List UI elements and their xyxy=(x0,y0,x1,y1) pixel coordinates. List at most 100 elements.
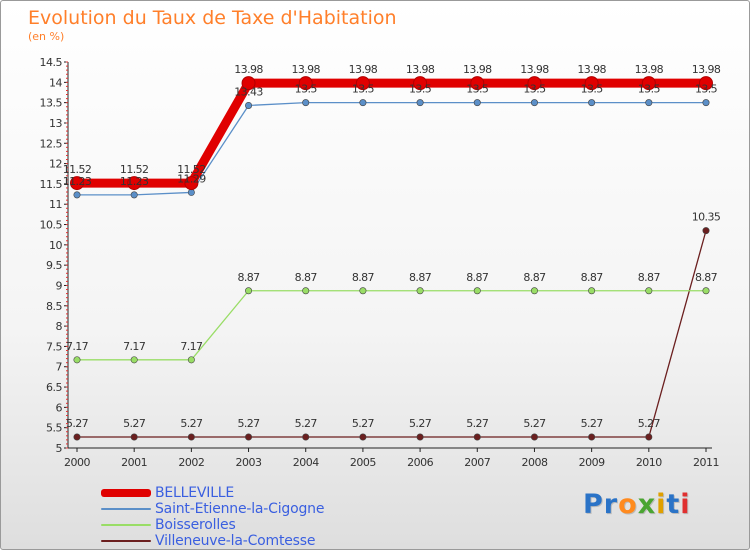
data-point xyxy=(187,356,195,364)
logo-letter: r xyxy=(603,489,619,520)
y-tick-label: 5 xyxy=(56,442,63,455)
x-tick-label: 2011 xyxy=(693,456,719,469)
logo-letter: P xyxy=(583,489,604,520)
y-tick-label: 12.5 xyxy=(40,137,63,150)
legend-swatch-belleville xyxy=(101,489,151,497)
series-line-2 xyxy=(76,290,707,361)
data-point xyxy=(298,76,313,91)
legend-item: Saint-Etienne-la-Cigogne xyxy=(101,501,324,517)
data-label: 13.98 xyxy=(577,63,606,76)
data-label: 5.27 xyxy=(237,417,260,430)
series-line-3 xyxy=(76,229,707,438)
x-tick-label: 2000 xyxy=(64,456,90,469)
data-point xyxy=(416,433,424,441)
logo-letter: i xyxy=(656,489,667,520)
data-label: 13.5 xyxy=(581,83,604,96)
data-point xyxy=(355,76,370,91)
data-label: 11.52 xyxy=(177,163,206,176)
data-label: 11.52 xyxy=(63,163,92,176)
data-point xyxy=(645,287,653,295)
data-label: 13.98 xyxy=(291,63,320,76)
data-label: 13.98 xyxy=(234,63,263,76)
data-label: 8.87 xyxy=(295,271,318,284)
data-label: 5.27 xyxy=(123,417,146,430)
data-point xyxy=(416,287,424,295)
chart-title: Evolution du Taux de Taxe d'Habitation xyxy=(28,7,397,29)
data-point xyxy=(302,287,310,295)
data-point xyxy=(641,76,656,91)
data-label: 13.5 xyxy=(466,83,489,96)
y-tick-label: 5.5 xyxy=(46,422,62,435)
data-label: 11.29 xyxy=(177,172,206,185)
data-label: 13.98 xyxy=(349,63,378,76)
data-point xyxy=(702,287,710,295)
logo-letter: t xyxy=(666,489,681,520)
data-point xyxy=(588,99,596,107)
data-point xyxy=(530,99,538,107)
data-label: 5.27 xyxy=(581,417,604,430)
data-label: 10.35 xyxy=(692,211,721,224)
data-point xyxy=(702,99,710,107)
chart-unit: (en %) xyxy=(28,30,65,43)
data-point xyxy=(699,76,713,91)
y-tick-label: 9.5 xyxy=(46,259,62,272)
data-label: 11.23 xyxy=(63,175,92,188)
data-label: 13.98 xyxy=(406,63,435,76)
data-point xyxy=(187,433,195,441)
data-label: 5.27 xyxy=(352,417,375,430)
data-point xyxy=(302,99,310,107)
y-tick-label: 14 xyxy=(49,76,62,89)
data-label: 8.87 xyxy=(352,271,375,284)
data-label: 8.87 xyxy=(581,271,604,284)
y-tick-label: 14.5 xyxy=(40,56,63,69)
y-tick-label: 7.5 xyxy=(46,340,62,353)
y-tick-label: 11.5 xyxy=(40,178,63,191)
data-point xyxy=(645,99,653,107)
data-point xyxy=(527,76,542,91)
legend-label: Villeneuve-la-Comtesse xyxy=(155,533,316,549)
y-tick-label: 12 xyxy=(49,158,62,171)
legend-label: Saint-Etienne-la-Cigogne xyxy=(155,501,325,517)
y-tick-label: 10.5 xyxy=(40,219,63,232)
data-label: 5.27 xyxy=(638,417,661,430)
data-label: 13.98 xyxy=(463,63,492,76)
data-point xyxy=(359,433,367,441)
y-tick-label: 10 xyxy=(49,239,62,252)
data-label: 13.5 xyxy=(638,83,661,96)
data-point xyxy=(584,76,599,91)
data-label: 8.87 xyxy=(237,271,260,284)
data-point xyxy=(241,76,256,91)
legend-swatch-boisserolles xyxy=(101,524,151,526)
data-point xyxy=(359,287,367,295)
data-label: 13.98 xyxy=(520,63,549,76)
data-point xyxy=(245,287,253,295)
data-label: 7.17 xyxy=(66,340,89,353)
proxiti-logo: Proxiti xyxy=(583,489,691,520)
data-label: 11.52 xyxy=(120,163,149,176)
data-point xyxy=(73,356,81,364)
data-point xyxy=(130,433,138,441)
data-label: 13.5 xyxy=(352,83,375,96)
legend-swatch-saint-etienne xyxy=(101,508,151,510)
data-point xyxy=(187,188,195,196)
data-label: 13.98 xyxy=(692,63,721,76)
y-tick-label: 8 xyxy=(56,320,63,333)
x-tick-label: 2007 xyxy=(464,456,490,469)
data-point xyxy=(470,76,485,91)
x-tick-label: 2009 xyxy=(579,456,605,469)
logo-letter: i xyxy=(680,489,691,520)
y-tick-label: 9 xyxy=(56,279,63,292)
x-tick-label: 2002 xyxy=(178,456,204,469)
data-label: 5.27 xyxy=(409,417,432,430)
data-label: 8.87 xyxy=(638,271,661,284)
data-point xyxy=(413,76,428,91)
data-point xyxy=(702,227,710,235)
data-point xyxy=(473,433,481,441)
data-label: 7.17 xyxy=(180,340,203,353)
data-point xyxy=(127,176,142,191)
data-label: 5.27 xyxy=(66,417,89,430)
data-point xyxy=(130,356,138,364)
data-label: 13.5 xyxy=(409,83,432,96)
y-tick-label: 6.5 xyxy=(46,381,62,394)
